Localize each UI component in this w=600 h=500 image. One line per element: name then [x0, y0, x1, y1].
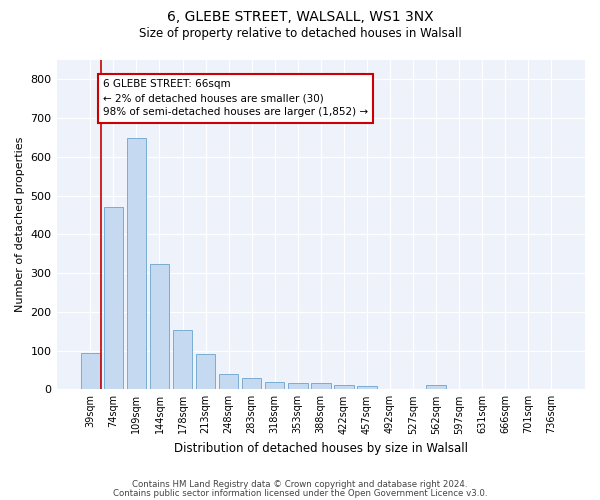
- Bar: [288, 383, 308, 390]
- Text: Contains HM Land Registry data © Crown copyright and database right 2024.: Contains HM Land Registry data © Crown c…: [132, 480, 468, 489]
- Text: Size of property relative to detached houses in Walsall: Size of property relative to detached ho…: [139, 28, 461, 40]
- Bar: [104, 207, 123, 390]
- Bar: [196, 354, 215, 390]
- Bar: [242, 378, 262, 390]
- Bar: [219, 374, 238, 390]
- Bar: [334, 386, 353, 390]
- Text: Contains public sector information licensed under the Open Government Licence v3: Contains public sector information licen…: [113, 489, 487, 498]
- Bar: [265, 382, 284, 390]
- Bar: [426, 386, 446, 390]
- Y-axis label: Number of detached properties: Number of detached properties: [15, 137, 25, 312]
- X-axis label: Distribution of detached houses by size in Walsall: Distribution of detached houses by size …: [174, 442, 468, 455]
- Text: 6, GLEBE STREET, WALSALL, WS1 3NX: 6, GLEBE STREET, WALSALL, WS1 3NX: [167, 10, 433, 24]
- Bar: [311, 384, 331, 390]
- Bar: [357, 386, 377, 390]
- Text: 6 GLEBE STREET: 66sqm
← 2% of detached houses are smaller (30)
98% of semi-detac: 6 GLEBE STREET: 66sqm ← 2% of detached h…: [103, 80, 368, 118]
- Bar: [173, 330, 193, 390]
- Bar: [127, 138, 146, 390]
- Bar: [80, 352, 100, 390]
- Bar: [149, 264, 169, 390]
